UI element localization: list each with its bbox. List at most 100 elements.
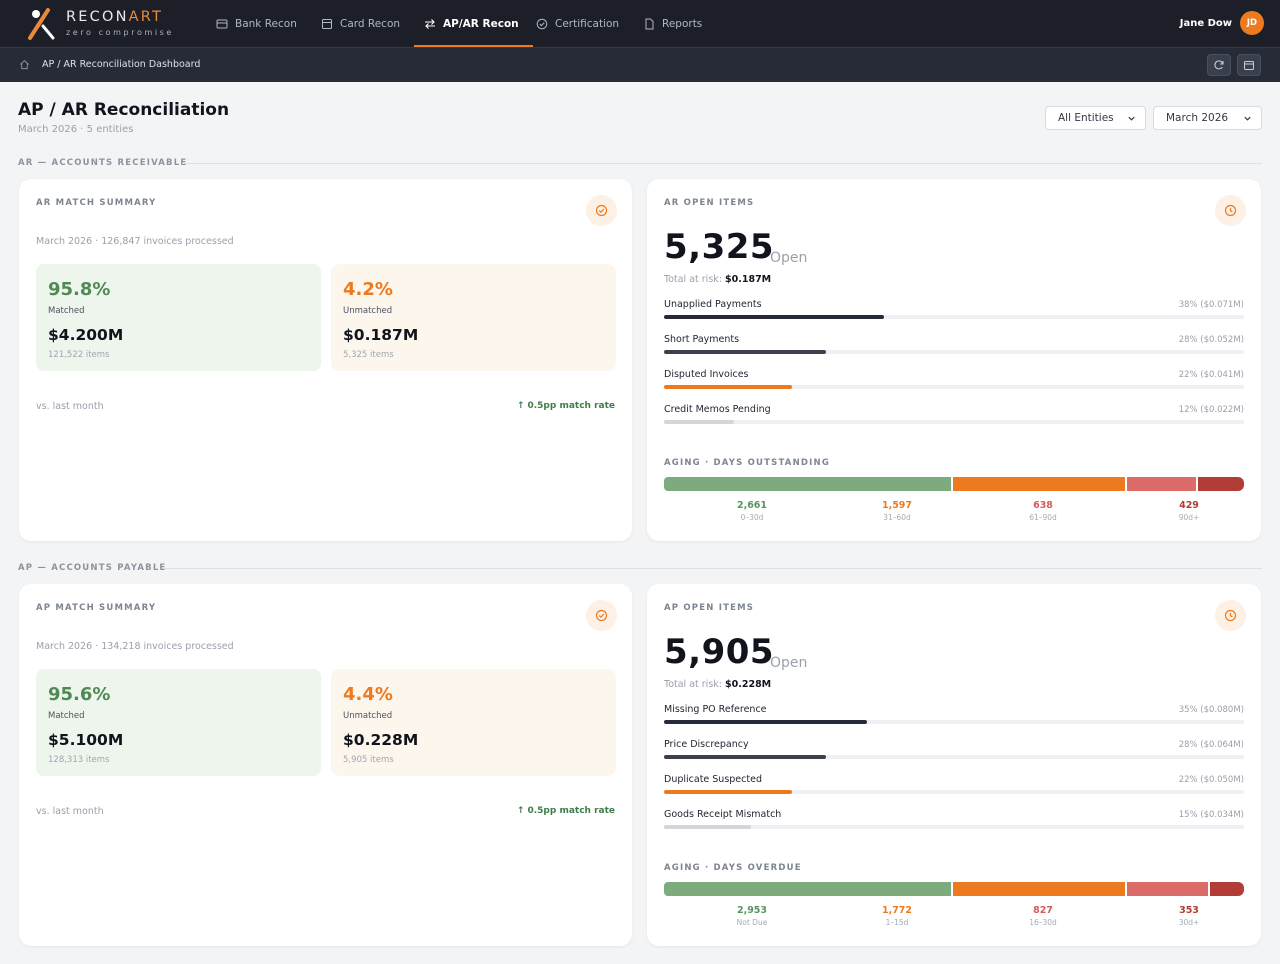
nav-certification[interactable]: Certification: [536, 0, 619, 47]
aging-segment-16-30d[interactable]: [1127, 882, 1208, 896]
brand-name: RECONART: [66, 9, 164, 25]
breakdown-row-short-payments: Short Payments 28% ($0.052M): [664, 334, 1244, 362]
aging-value: 638: [1033, 500, 1053, 511]
aging-label: 61–90d: [1029, 513, 1057, 522]
aging-bar: [664, 882, 1244, 896]
progress-track: [664, 790, 1244, 794]
breakdown-share: 15% ($0.034M): [1178, 810, 1244, 820]
document-icon: [645, 18, 654, 29]
calendar-button[interactable]: [1237, 54, 1261, 76]
aging-legend-item: 1,597 31–60d: [857, 500, 937, 522]
unmatched-tile: 4.2% Unmatched $0.187M 5,325 items: [331, 264, 616, 371]
comparison-label: vs. last month: [36, 401, 104, 412]
matched-label: Matched: [48, 711, 85, 721]
breakdown-share: 38% ($0.071M): [1178, 300, 1244, 310]
aging-segment-90d[interactable]: [1197, 477, 1244, 491]
section-label-ap: AP — ACCOUNTS PAYABLE: [18, 563, 167, 573]
card-title: AR MATCH SUMMARY: [36, 198, 157, 208]
progress-track: [664, 825, 1244, 829]
breakdown-row-missing-po-reference: Missing PO Reference 35% ($0.080M): [664, 704, 1244, 732]
aging-legend-item: 1,772 1–15d: [857, 905, 937, 927]
matched-items: 128,313 items: [48, 755, 110, 765]
breadcrumb-bar: AP / AR Reconciliation Dashboard: [0, 47, 1280, 82]
aging-segment-1-15d[interactable]: [953, 882, 1126, 896]
breakdown-share: 35% ($0.080M): [1178, 705, 1244, 715]
clock-icon: [1215, 600, 1246, 631]
period-select[interactable]: March 2026: [1153, 106, 1262, 130]
top-navigation: RECONART zero compromise Bank Recon Card…: [0, 0, 1280, 47]
nav-ap-ar-recon[interactable]: AP/AR Recon: [414, 0, 533, 47]
home-icon[interactable]: [19, 59, 30, 70]
risk-total: Total at risk: $0.228M: [664, 679, 772, 690]
comparison-value: ↑ 0.5pp match rate: [516, 806, 615, 816]
open-label: Open: [770, 655, 808, 671]
unmatched-items: 5,325 items: [343, 350, 394, 360]
breakdown-name: Unapplied Payments: [664, 299, 762, 310]
swap-icon: [425, 18, 435, 29]
breakdown-share: 22% ($0.050M): [1178, 775, 1244, 785]
aging-segment-30d[interactable]: [1209, 882, 1244, 896]
aging-legend-item: 827 16–30d: [1003, 905, 1083, 927]
card-title: AP OPEN ITEMS: [664, 603, 755, 613]
match-subtitle: March 2026 · 134,218 invoices processed: [36, 641, 234, 652]
progress-fill: [664, 755, 826, 759]
aging-legend-item: 2,661 0–30d: [712, 500, 792, 522]
avatar[interactable]: JD: [1240, 11, 1264, 35]
breakdown-name: Goods Receipt Mismatch: [664, 809, 782, 820]
aging-legend-item: 2,953 Not Due: [712, 905, 792, 927]
comparison-label: vs. last month: [36, 806, 104, 817]
progress-fill: [664, 720, 867, 724]
breakdown-name: Missing PO Reference: [664, 704, 767, 715]
aging-label: 16–30d: [1029, 918, 1057, 927]
comparison-value: ↑ 0.5pp match rate: [516, 401, 615, 411]
unmatched-label: Unmatched: [343, 711, 393, 721]
entity-select[interactable]: All Entities: [1045, 106, 1146, 130]
progress-fill: [664, 315, 884, 319]
breakdown-share: 22% ($0.041M): [1178, 370, 1244, 380]
aging-label: 90d+: [1178, 513, 1200, 522]
progress-track: [664, 315, 1244, 319]
aging-segment-31-60d[interactable]: [952, 477, 1125, 491]
matched-amount: $4.200M: [48, 326, 124, 344]
calendar-icon: [1244, 61, 1254, 70]
open-count: 5,905: [664, 632, 775, 672]
section-divider: [182, 163, 1262, 164]
aging-segment-not-due[interactable]: [664, 882, 952, 896]
progress-fill: [664, 385, 792, 389]
user-menu[interactable]: Jane Dow JD: [1180, 11, 1264, 35]
progress-track: [664, 720, 1244, 724]
nav-bank-recon[interactable]: Bank Recon: [216, 0, 297, 47]
card-title: AP MATCH SUMMARY: [36, 603, 157, 613]
matched-label: Matched: [48, 306, 85, 316]
breakdown-row-credit-memos-pending: Credit Memos Pending 12% ($0.022M): [664, 404, 1244, 432]
aging-value: 2,661: [736, 500, 768, 511]
aging-legend-item: 429 90d+: [1149, 500, 1229, 522]
aging-title: AGING · DAYS OVERDUE: [664, 863, 802, 873]
unmatched-amount: $0.228M: [343, 731, 419, 749]
aging-segment-0-30d[interactable]: [664, 477, 951, 491]
clock-icon: [1215, 195, 1246, 226]
progress-fill: [664, 420, 734, 424]
brand-logo[interactable]: RECONART zero compromise: [26, 6, 176, 42]
nav-reports[interactable]: Reports: [643, 0, 702, 47]
page-title: AP / AR Reconciliation: [18, 100, 230, 120]
aging-legend-item: 353 30d+: [1149, 905, 1229, 927]
refresh-button[interactable]: [1207, 54, 1231, 76]
breakdown-row-goods-receipt-mismatch: Goods Receipt Mismatch 15% ($0.034M): [664, 809, 1244, 837]
progress-track: [664, 385, 1244, 389]
breakdown-row-duplicate-suspected: Duplicate Suspected 22% ($0.050M): [664, 774, 1244, 802]
aging-value: 1,597: [881, 500, 913, 511]
ar-open-items-card: AR OPEN ITEMS 5,325 Open Total at risk: …: [647, 179, 1261, 541]
breakdown-row-unapplied-payments: Unapplied Payments 38% ($0.071M): [664, 299, 1244, 327]
aging-segment-61-90d[interactable]: [1126, 477, 1196, 491]
check-circle-icon: [536, 18, 548, 29]
refresh-icon: [1214, 60, 1224, 70]
matched-tile: 95.8% Matched $4.200M 121,522 items: [36, 264, 321, 371]
breakdown-name: Duplicate Suspected: [664, 774, 762, 785]
matched-amount: $5.100M: [48, 731, 124, 749]
section-label-ar: AR — ACCOUNTS RECEIVABLE: [18, 158, 188, 168]
nav-card-recon[interactable]: Card Recon: [321, 0, 400, 47]
breakdown-row-price-discrepancy: Price Discrepancy 28% ($0.064M): [664, 739, 1244, 767]
breakdown-name: Price Discrepancy: [664, 739, 749, 750]
card-icon: [322, 18, 332, 29]
